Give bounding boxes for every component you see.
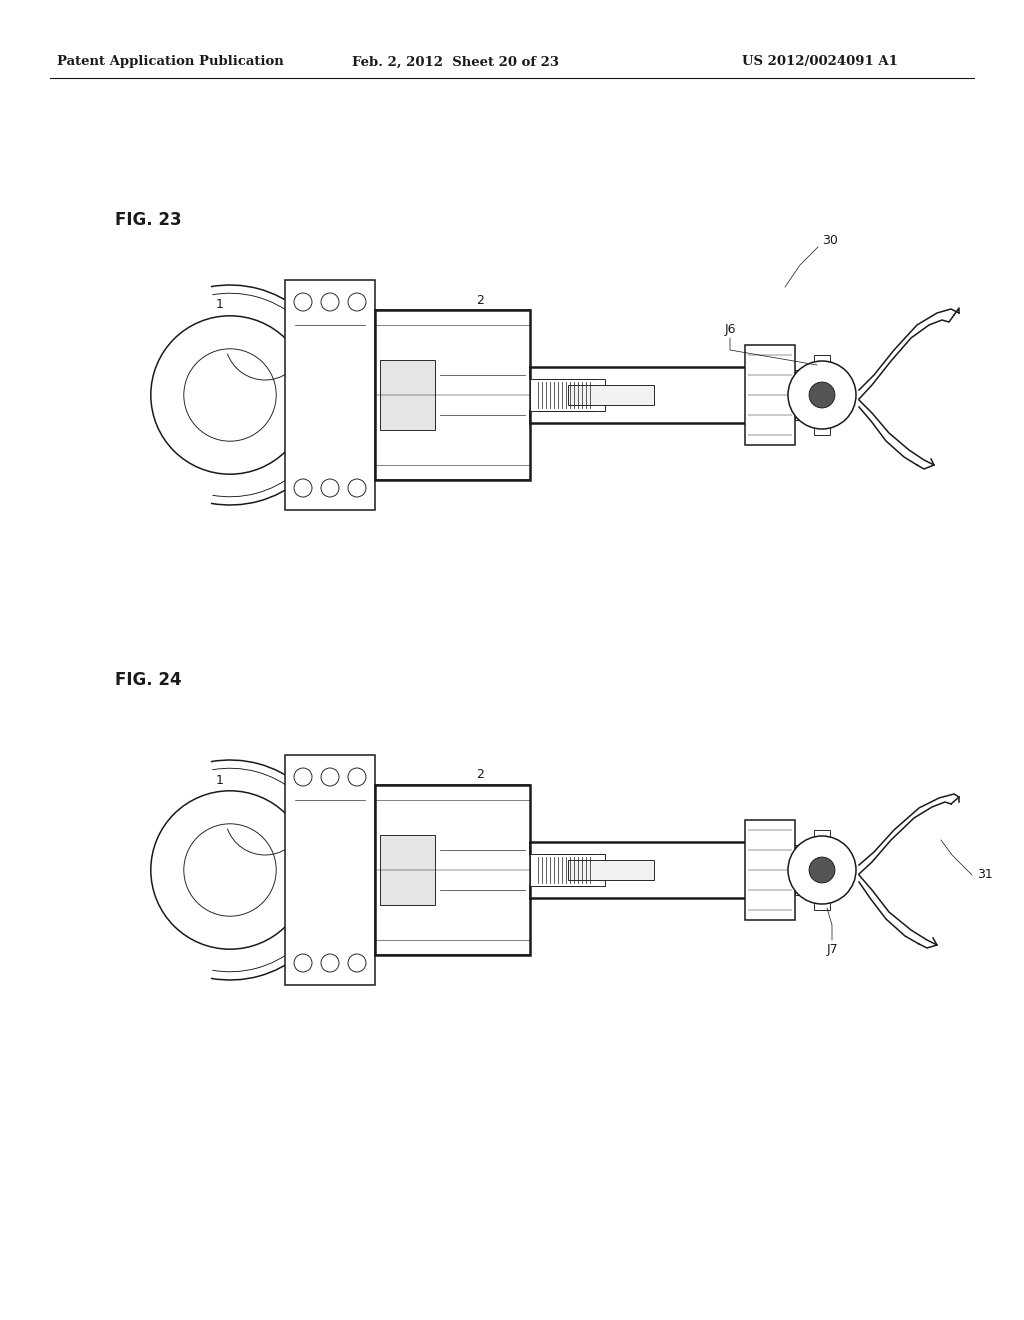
- Bar: [795, 370, 810, 420]
- Bar: [380, 360, 435, 430]
- Circle shape: [348, 293, 366, 312]
- Circle shape: [788, 836, 856, 904]
- Text: 2: 2: [476, 293, 484, 306]
- Text: Feb. 2, 2012  Sheet 20 of 23: Feb. 2, 2012 Sheet 20 of 23: [351, 55, 558, 69]
- Text: FIG. 24: FIG. 24: [115, 671, 181, 689]
- Bar: [375, 785, 530, 954]
- Bar: [810, 375, 822, 414]
- Circle shape: [151, 791, 309, 949]
- Text: 2: 2: [476, 768, 484, 781]
- Bar: [380, 836, 435, 906]
- Circle shape: [151, 315, 309, 474]
- Bar: [810, 850, 822, 890]
- Text: US 2012/0024091 A1: US 2012/0024091 A1: [742, 55, 898, 69]
- Text: J6: J6: [724, 323, 736, 337]
- Text: 30: 30: [822, 234, 838, 247]
- Text: 1: 1: [216, 774, 224, 787]
- Circle shape: [294, 954, 312, 972]
- Circle shape: [294, 768, 312, 785]
- Bar: [285, 755, 375, 985]
- Circle shape: [183, 348, 276, 441]
- Bar: [567, 861, 653, 880]
- Circle shape: [294, 293, 312, 312]
- Bar: [814, 355, 830, 436]
- Circle shape: [321, 479, 339, 498]
- Circle shape: [321, 768, 339, 785]
- Circle shape: [183, 824, 276, 916]
- Text: Patent Application Publication: Patent Application Publication: [56, 55, 284, 69]
- Text: J7: J7: [826, 944, 838, 957]
- Circle shape: [321, 954, 339, 972]
- Bar: [530, 854, 605, 886]
- Circle shape: [788, 360, 856, 429]
- Circle shape: [809, 857, 835, 883]
- Circle shape: [321, 293, 339, 312]
- Circle shape: [348, 954, 366, 972]
- Bar: [795, 845, 810, 895]
- Bar: [745, 820, 795, 920]
- Circle shape: [348, 768, 366, 785]
- Circle shape: [809, 381, 835, 408]
- Bar: [567, 385, 653, 405]
- Circle shape: [294, 479, 312, 498]
- Text: 1: 1: [216, 298, 224, 312]
- Bar: [375, 310, 530, 480]
- Bar: [745, 345, 795, 445]
- Text: FIG. 23: FIG. 23: [115, 211, 181, 228]
- Bar: [285, 280, 375, 510]
- Circle shape: [348, 479, 366, 498]
- Bar: [814, 830, 830, 909]
- Text: 31: 31: [977, 869, 992, 882]
- Bar: [530, 379, 605, 411]
